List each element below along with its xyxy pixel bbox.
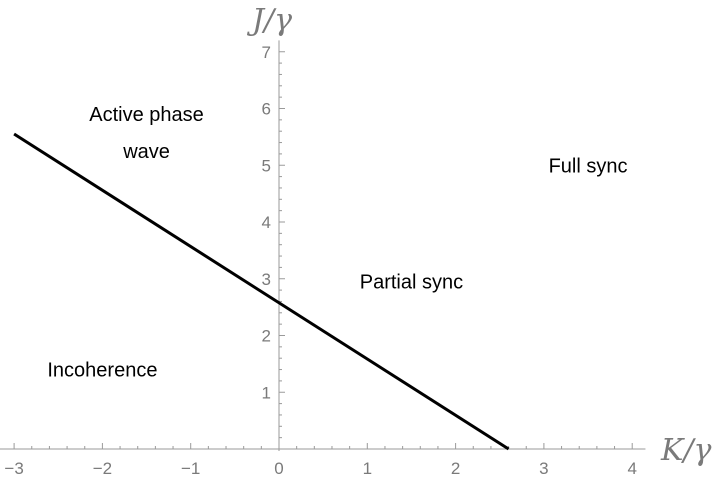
x-tick-label: −2 bbox=[93, 459, 112, 478]
y-tick-label: 4 bbox=[262, 213, 271, 232]
x-tick-label: 4 bbox=[627, 459, 636, 478]
y-tick-label: 2 bbox=[262, 327, 271, 346]
y-axis-title: J/γ bbox=[246, 3, 292, 38]
boundary-line bbox=[13, 132, 510, 451]
y-tick-label: 3 bbox=[262, 270, 271, 289]
region-label: Full sync bbox=[549, 155, 628, 177]
x-tick-label: 2 bbox=[451, 459, 460, 478]
x-tick-label: 0 bbox=[274, 459, 283, 478]
region-label: wave bbox=[122, 141, 170, 163]
y-tick-label: 6 bbox=[262, 100, 271, 119]
x-tick-label: 3 bbox=[539, 459, 548, 478]
region-label: Partial sync bbox=[360, 272, 463, 294]
region-label: Active phase bbox=[89, 104, 204, 126]
y-tick-label: 5 bbox=[262, 156, 271, 175]
region-label: Incoherence bbox=[47, 360, 157, 382]
y-tick-label: 1 bbox=[262, 383, 271, 402]
x-tick-label: 1 bbox=[363, 459, 372, 478]
x-axis-title: K/γ bbox=[660, 433, 712, 468]
y-tick-label: 7 bbox=[262, 43, 271, 62]
x-tick-label: −3 bbox=[4, 459, 23, 478]
x-tick-label: −1 bbox=[181, 459, 200, 478]
